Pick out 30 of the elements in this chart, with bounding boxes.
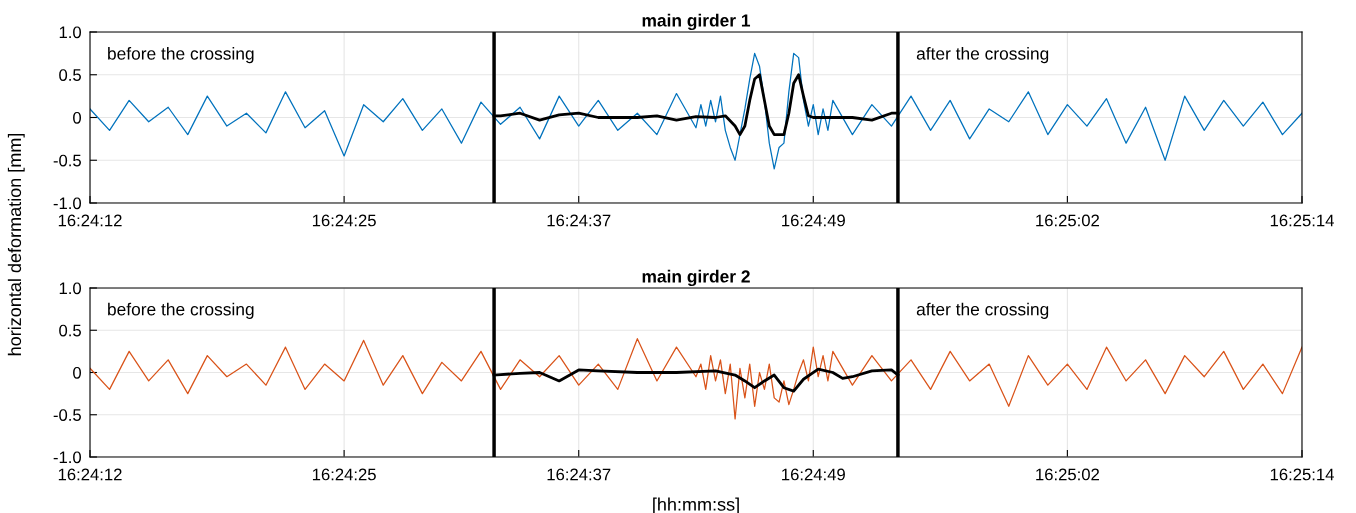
x-tick-label: 16:24:25 [312,468,376,481]
y-tick-label: 1.0 [59,26,82,39]
x-tick-label: 16:25:14 [1270,468,1334,481]
y-tick-label: 0 [73,111,82,124]
x-tick-label: 16:25:14 [1270,214,1334,227]
x-tick-label: 16:25:02 [1036,468,1099,481]
x-tick-label: 16:24:12 [58,214,122,227]
chart-title: main girder 1 [642,13,751,31]
x-tick-label: 16:24:25 [312,214,376,227]
annotation: after the crossing [916,46,1049,64]
x-tick-label: 16:25:02 [1036,214,1099,227]
y-axis-title: horizontal deformation [mm] [7,133,25,356]
y-tick-label: 0.5 [59,69,81,81]
x-tick-label: 16:24:37 [547,214,611,227]
annotation: before the crossing [108,46,254,64]
x-tick-label: 16:24:37 [547,468,611,481]
x-tick-label: 16:24:12 [58,468,122,481]
line-series [90,338,1302,420]
y-tick-label: -1.0 [53,451,82,464]
annotation: before the crossing [108,302,254,319]
y-tick-label: -0.5 [53,154,81,167]
y-tick-label: 1.0 [59,282,82,295]
chart-title: main girder 2 [642,269,750,287]
y-tick-label: 0 [73,366,82,379]
y-tick-label: -0.5 [53,409,81,421]
y-tick-label: -1.0 [53,197,82,210]
y-tick-label: 0.5 [59,324,81,337]
x-tick-label: 16:24:49 [782,468,845,481]
annotation: after the crossing [916,302,1049,319]
x-tick-label: 16:24:49 [782,214,845,227]
